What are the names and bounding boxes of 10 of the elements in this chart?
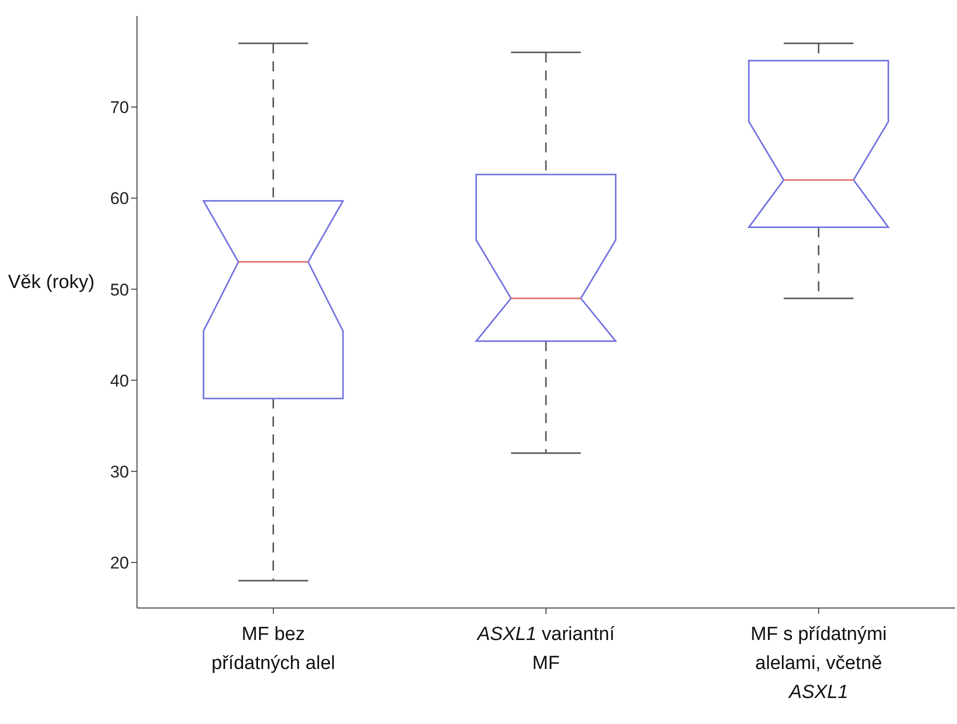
y-tick-label: 20 [110, 553, 129, 572]
x-tick-label: MF bez přídatných alel [212, 624, 336, 674]
y-tick-label: 40 [110, 371, 129, 390]
y-tick-label: 30 [110, 462, 129, 482]
y-axis-title: Věk (roky) [8, 272, 95, 294]
y-tick-label: 70 [110, 98, 129, 118]
y-tick-label: 60 [110, 189, 129, 208]
x-tick-label: MF s přídatnými alelami, včetně ASXL1 [750, 624, 887, 703]
x-tick-label: ASXL1 variantní MF [476, 624, 616, 674]
y-tick-label: 50 [110, 280, 129, 300]
